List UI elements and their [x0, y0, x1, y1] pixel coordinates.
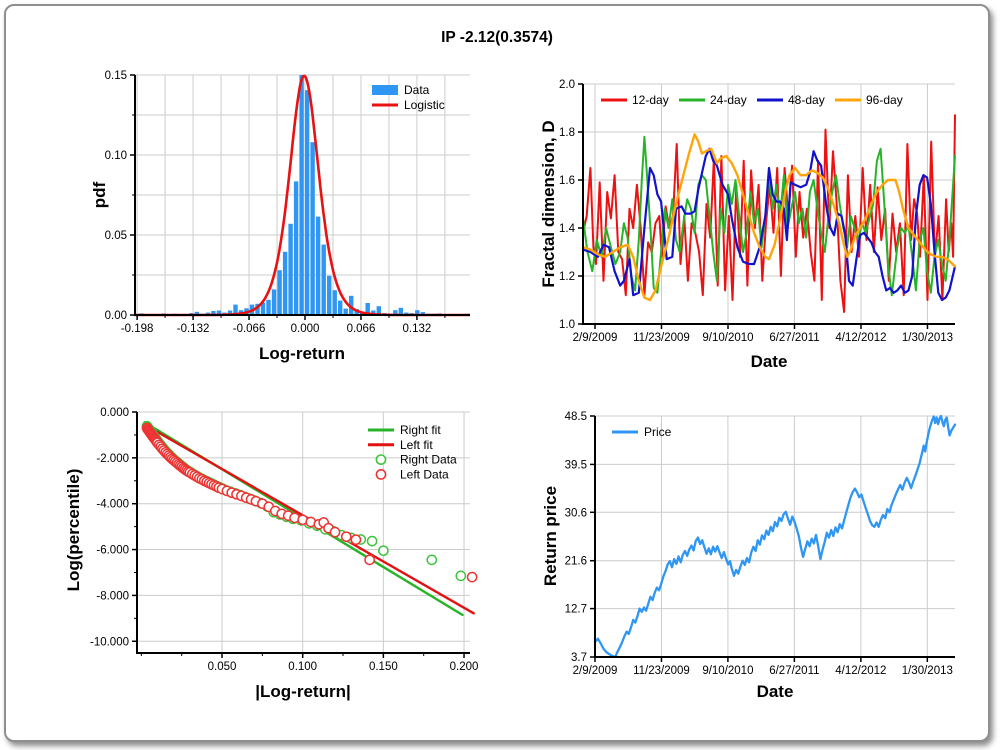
svg-text:4/12/2012: 4/12/2012	[835, 332, 886, 344]
fractal-dimension-chart: 2/9/2009 11/23/2009 9/10/2010 6/27/2011 4/12…	[559, 79, 957, 344]
percentile-x-axis-title: |Log-return|	[255, 682, 351, 701]
svg-text:0.100: 0.100	[288, 661, 317, 673]
fractal-dimension-ticks: 2/9/2009 11/23/2009 9/10/2010 6/27/2011 4/12…	[559, 79, 953, 344]
svg-text:2/9/2009: 2/9/2009	[573, 665, 618, 677]
svg-text:3.7: 3.7	[571, 652, 587, 664]
svg-text:0.10: 0.10	[105, 150, 127, 162]
svg-text:1.2: 1.2	[559, 271, 575, 283]
svg-text:6/27/2011: 6/27/2011	[769, 332, 819, 344]
svg-text:-0.132: -0.132	[177, 323, 210, 335]
svg-text:0.15: 0.15	[105, 70, 127, 82]
svg-text:0.050: 0.050	[208, 661, 237, 673]
svg-text:0.05: 0.05	[105, 230, 127, 242]
log-percentile-grid	[137, 411, 470, 653]
svg-text:30.6: 30.6	[565, 507, 587, 519]
svg-text:24-day: 24-day	[710, 93, 747, 107]
svg-text:0.066: 0.066	[347, 323, 376, 335]
pdf-histogram-ticks: -0.198 -0.132 -0.066 0.000 0.066 0.132 0.00 0.0…	[105, 70, 446, 335]
return-price-axes	[594, 416, 955, 658]
svg-text:0.132: 0.132	[403, 323, 432, 335]
log-percentile-ticks: 0.050 0.100 0.150 0.200 0.000 -2.000 -4.000 -6.…	[90, 407, 478, 673]
svg-text:Price: Price	[644, 425, 672, 439]
svg-text:11/23/2009: 11/23/2009	[633, 665, 690, 677]
svg-text:-0.198: -0.198	[121, 323, 154, 335]
svg-text:12-day: 12-day	[632, 93, 669, 107]
svg-text:0.00: 0.00	[105, 310, 127, 322]
fractal-x-axis-title: Date	[750, 352, 788, 371]
svg-text:0.000: 0.000	[100, 407, 129, 419]
svg-text:0.150: 0.150	[369, 661, 398, 673]
svg-text:39.5: 39.5	[565, 459, 587, 471]
svg-text:9/10/2010: 9/10/2010	[702, 665, 753, 677]
svg-text:1.0: 1.0	[559, 319, 575, 331]
return-price-ticks: 2/9/2009 11/23/2009 9/10/2010 6/27/2011 4/12…	[565, 411, 953, 677]
return-price-series-Price	[593, 414, 957, 659]
svg-text:21.6: 21.6	[565, 556, 587, 568]
svg-text:48.5: 48.5	[565, 411, 587, 423]
svg-text:48-day: 48-day	[788, 93, 825, 107]
svg-text:12.7: 12.7	[565, 604, 587, 616]
fractal-y-axis-title: Fractal dimension, D	[539, 120, 558, 288]
return-price-chart: 2/9/2009 11/23/2009 9/10/2010 6/27/2011 4/12…	[565, 411, 957, 677]
svg-text:4/12/2012: 4/12/2012	[835, 665, 886, 677]
return-price-grid	[594, 415, 955, 658]
svg-text:1.8: 1.8	[559, 127, 575, 139]
svg-text:Left fit: Left fit	[400, 438, 433, 452]
svg-text:2.0: 2.0	[559, 79, 575, 91]
log-percentile-chart: 0.050 0.100 0.150 0.200 0.000 -2.000 -4.000 -6.…	[90, 407, 478, 673]
svg-text:-6.000: -6.000	[96, 545, 129, 557]
svg-text:-4.000: -4.000	[96, 499, 129, 511]
pdf-y-axis-title: pdf	[90, 181, 109, 209]
svg-text:Right fit: Right fit	[400, 423, 441, 437]
svg-text:96-day: 96-day	[866, 93, 903, 107]
svg-text:1.4: 1.4	[559, 223, 576, 235]
fractal-dimension-series-12-day	[582, 114, 956, 313]
pdf-histogram-chart: -0.198 -0.132 -0.066 0.000 0.066 0.132 0.00 0.0…	[105, 70, 470, 335]
svg-text:1/30/2013: 1/30/2013	[902, 665, 953, 677]
svg-text:1.6: 1.6	[559, 175, 575, 187]
svg-text:-2.000: -2.000	[96, 453, 129, 465]
svg-text:1/30/2013: 1/30/2013	[902, 332, 953, 344]
svg-text:9/10/2010: 9/10/2010	[702, 332, 753, 344]
percentile-y-axis-title: Log(percentile)	[64, 468, 83, 592]
fractal-dimension-legend: 12-day 24-day 48-day 96-day	[601, 93, 903, 107]
fractal-dimension-series-48-day	[581, 147, 957, 302]
fractal-dimension-series-96-day	[581, 133, 957, 302]
svg-text:-10.000: -10.000	[90, 636, 129, 648]
svg-text:0.000: 0.000	[291, 323, 320, 335]
figure-title: IP -2.12(0.3574)	[441, 29, 553, 46]
fractal-dimension-axes	[582, 84, 955, 325]
svg-text:Left Data: Left Data	[400, 467, 449, 481]
svg-text:Data: Data	[404, 83, 430, 97]
svg-text:Right Data: Right Data	[400, 453, 457, 467]
svg-text:-8.000: -8.000	[96, 590, 129, 602]
svg-text:-0.066: -0.066	[233, 323, 266, 335]
price-x-axis-title: Date	[756, 682, 794, 701]
svg-text:11/23/2009: 11/23/2009	[633, 332, 690, 344]
svg-text:2/9/2009: 2/9/2009	[573, 332, 618, 344]
log-percentile-points-Left Data	[141, 422, 478, 583]
svg-text:6/27/2011: 6/27/2011	[769, 665, 819, 677]
svg-text:0.200: 0.200	[450, 661, 479, 673]
chart-panel	[4, 4, 990, 742]
price-y-axis-title: Return price	[541, 485, 560, 587]
svg-text:Logistic: Logistic	[404, 98, 445, 112]
pdf-x-axis-title: Log-return	[259, 344, 345, 363]
return-price-legend: Price	[612, 425, 672, 439]
